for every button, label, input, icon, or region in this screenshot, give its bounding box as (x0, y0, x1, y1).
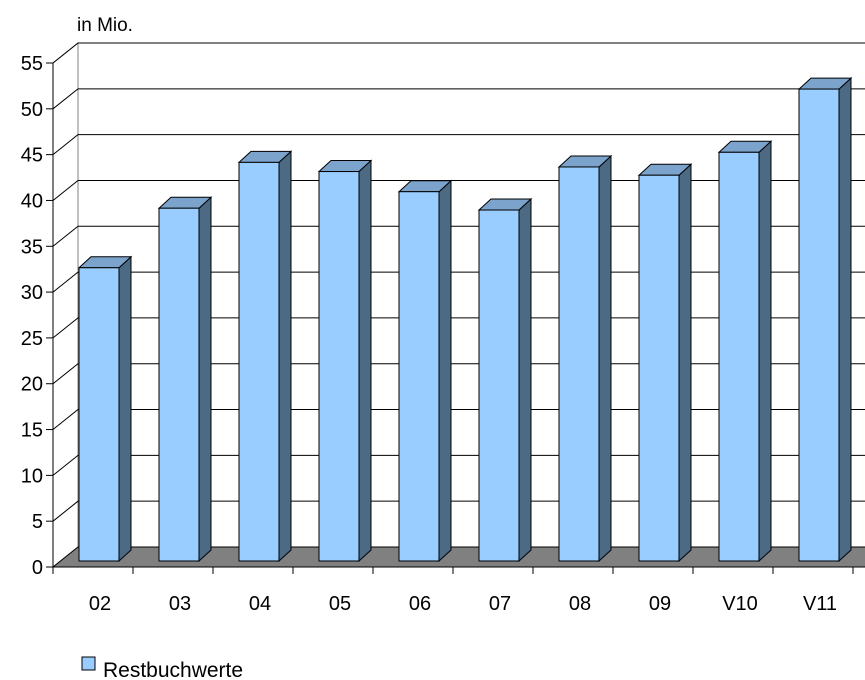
y-tick-label: 30 (21, 282, 43, 304)
y-tick-label: 15 (21, 420, 43, 442)
grid-lines (52, 42, 865, 522)
x-axis-ticks: 02 03 04 05 06 07 08 09 V10 V11 (52, 567, 854, 615)
bar (637, 163, 693, 563)
bar-front (478, 209, 520, 562)
gridline (52, 271, 865, 293)
side-wall (52, 41, 79, 569)
bar-side (598, 154, 612, 563)
bar-side (198, 196, 212, 563)
bar-front (558, 166, 600, 562)
bar (237, 150, 293, 563)
bar (557, 154, 613, 563)
bar-side (118, 255, 132, 563)
y-tick-label: 0 (32, 557, 43, 579)
bar-front (158, 207, 200, 562)
bar-front (718, 151, 760, 562)
gridline (52, 42, 865, 64)
x-tick-label: 04 (249, 593, 271, 615)
bars (77, 76, 853, 563)
bar (317, 159, 373, 563)
axes (52, 63, 865, 568)
x-tick-label: 03 (169, 593, 191, 615)
x-tick-label: 07 (489, 593, 511, 615)
bar-side (838, 76, 852, 563)
x-tick-label: V10 (722, 593, 758, 615)
bar-front (798, 88, 840, 562)
y-tick-label: 5 (32, 511, 43, 533)
bar-front (398, 191, 440, 562)
y-tick-label: 10 (21, 465, 43, 487)
bar-side (438, 179, 452, 563)
y-tick-label: 40 (21, 190, 43, 212)
unit-label: in Mio. (77, 15, 133, 36)
bar-side (358, 159, 372, 563)
bar-side (518, 197, 532, 563)
y-tick-label: 20 (21, 374, 43, 396)
bar-front (638, 174, 680, 562)
bar-front (78, 267, 120, 562)
gridline (52, 454, 865, 476)
x-tick-label: 02 (89, 593, 111, 615)
y-tick-label: 55 (21, 53, 43, 75)
x-tick-label: 06 (409, 593, 431, 615)
gridline (52, 317, 865, 339)
gridline (52, 134, 865, 156)
gridline (52, 500, 865, 522)
x-tick-label: 09 (649, 593, 671, 615)
y-tick-label: 50 (21, 99, 43, 121)
gridline (52, 409, 865, 430)
x-tick-label: 05 (329, 593, 351, 615)
bar (77, 255, 133, 563)
y-tick-label: 35 (21, 236, 43, 258)
bar (157, 196, 213, 563)
x-tick-label: 08 (569, 593, 591, 615)
gridline (52, 179, 865, 201)
x-tick-label: V11 (803, 593, 837, 615)
bar-side (758, 140, 772, 563)
bar (797, 76, 853, 563)
legend: Restbuchwerte (81, 656, 243, 680)
gridline (52, 88, 865, 110)
bar-side (678, 163, 692, 563)
y-axis-ticks: 0 5 10 15 20 25 30 35 40 45 50 55 (21, 53, 53, 579)
legend-label: Restbuchwerte (103, 659, 243, 680)
bar-front (238, 161, 280, 562)
y-tick-label: 25 (21, 328, 43, 350)
bar (717, 140, 773, 563)
bar-front (318, 171, 360, 562)
gridline (52, 363, 865, 385)
y-tick-label: 45 (21, 145, 43, 167)
bar (477, 197, 533, 563)
bar-side (278, 150, 292, 563)
bar (397, 179, 453, 563)
legend-swatch (81, 656, 96, 671)
gridline (52, 225, 865, 247)
